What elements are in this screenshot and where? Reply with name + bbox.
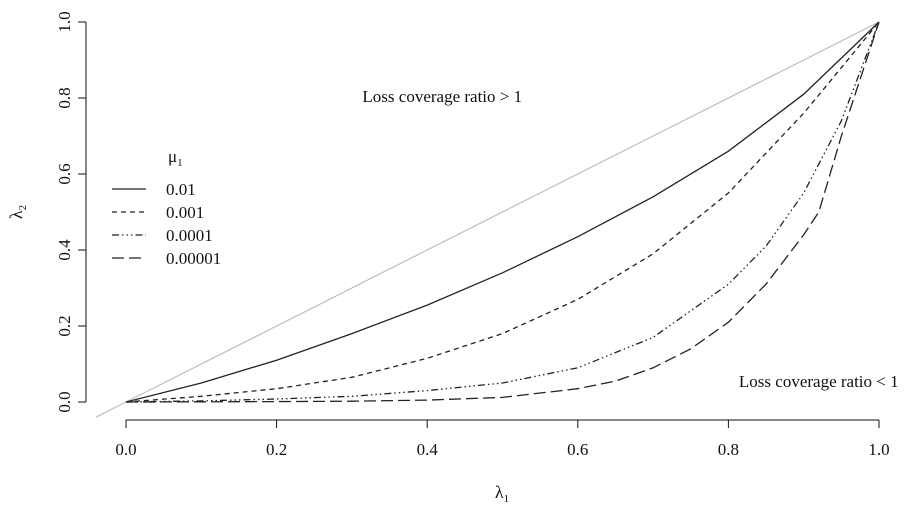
x-ticks: 0.0 0.2 0.4 0.6 0.8 1.0 <box>115 420 890 459</box>
legend-title: μ1 <box>168 147 183 169</box>
reference-line <box>95 21 880 418</box>
y-tick-label: 0.4 <box>55 239 74 261</box>
x-axis-title: λ1 <box>495 482 509 505</box>
legend: μ1 0.01 0.001 0.0001 0.00001 <box>112 147 221 268</box>
plot-area <box>95 21 880 418</box>
y-tick-label: 0.8 <box>55 87 74 108</box>
legend-label-3: 0.0001 <box>166 226 213 245</box>
x-tick-label: 0.2 <box>266 440 287 459</box>
y-tick-label: 0.2 <box>55 315 74 336</box>
y-tick-label: 1.0 <box>55 11 74 32</box>
series-line-1 <box>125 21 880 403</box>
series-line-2 <box>125 21 880 403</box>
x-tick-label: 0.4 <box>417 440 439 459</box>
y-tick-label: 0.0 <box>55 391 74 412</box>
x-tick-label: 0.0 <box>115 440 136 459</box>
x-tick-label: 0.6 <box>567 440 588 459</box>
legend-label-4: 0.00001 <box>166 249 221 268</box>
x-tick-label: 0.8 <box>718 440 739 459</box>
annotation-2: Loss coverage ratio < 1 <box>739 372 899 391</box>
y-tick-label: 0.6 <box>55 163 74 184</box>
legend-label-2: 0.001 <box>166 203 204 222</box>
series-line-4 <box>125 21 880 403</box>
annotations: Loss coverage ratio > 1 Loss coverage rat… <box>362 87 898 391</box>
annotation-1: Loss coverage ratio > 1 <box>362 87 522 106</box>
legend-label-1: 0.01 <box>166 180 196 199</box>
x-tick-label: 1.0 <box>868 440 889 459</box>
y-ticks: 0.0 0.2 0.4 0.6 0.8 1.0 <box>55 11 86 413</box>
y-axis-title: λ2 <box>6 205 29 219</box>
